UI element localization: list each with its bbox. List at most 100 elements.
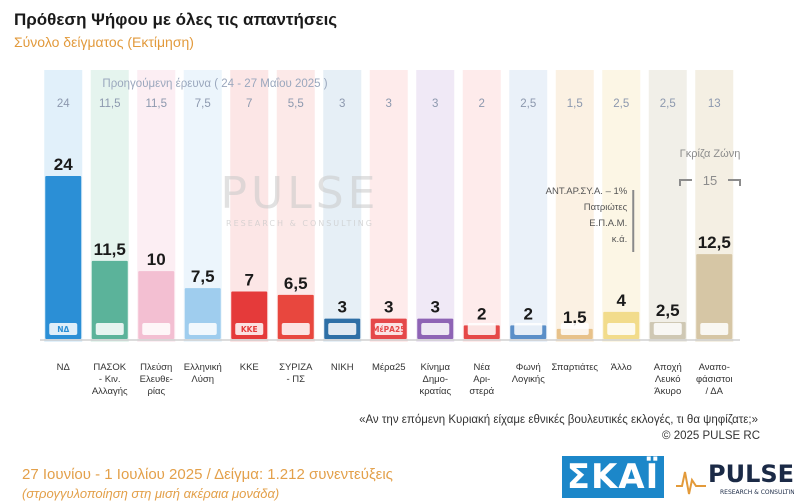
copyright-notice: © 2025 PULSE RC (662, 430, 760, 442)
data-label: 2 (477, 304, 486, 323)
category-label: / ΔΑ (706, 386, 724, 397)
previous-value: 2,5 (660, 98, 676, 110)
column-background (509, 70, 548, 342)
party-logo (467, 323, 496, 335)
category-label: Ελευθε- (140, 374, 173, 385)
category-label: στερά (469, 386, 494, 397)
watermark-text: PULSE (221, 168, 380, 219)
skai-logo: ΣΚΑΪ (562, 456, 664, 498)
category-label: - Κιν. (99, 374, 121, 385)
pulse-logo-subtext: RESEARCH & CONSULTING (720, 489, 794, 496)
party-logo-text: ΜέΡΑ25 (372, 325, 405, 334)
category-label: ρίας (147, 386, 165, 397)
category-label: Αρι- (473, 374, 490, 385)
party-logo (235, 323, 264, 335)
party-logo (374, 323, 403, 335)
category-label: ΠΑΣΟΚ (93, 362, 126, 373)
party-logo (653, 323, 682, 335)
data-label: 7,5 (191, 267, 215, 286)
data-label: 2,5 (656, 301, 680, 320)
party-logo (514, 323, 543, 335)
previous-value: 3 (386, 98, 392, 110)
category-label: Νέα (473, 362, 490, 373)
previous-value: 11,5 (145, 98, 167, 110)
bar (45, 176, 82, 339)
pulse-logo-text: PULSE (708, 460, 794, 488)
party-logo (421, 323, 450, 335)
category-label: Λύση (191, 374, 214, 385)
previous-value: 11,5 (99, 98, 121, 110)
party-logo (49, 323, 78, 335)
category-label: Σπαρτιάτες (551, 362, 598, 373)
previous-value: 7 (246, 98, 252, 110)
category-label: Άκυρο (654, 386, 681, 397)
data-label: 1,5 (563, 308, 587, 327)
grey-zone-bracket-right (728, 179, 741, 186)
column-background (648, 70, 687, 342)
previous-value: 13 (708, 98, 721, 110)
category-label: Ελληνική (184, 362, 222, 373)
column-background (555, 70, 594, 342)
watermark-subtext: RESEARCH & CONSULTING (226, 219, 374, 228)
data-label: 11,5 (94, 240, 126, 259)
survey-dates-sample: 27 Ιουνίου - 1 Ιουλίου 2025 / Δείγμα: 1.… (22, 466, 393, 483)
previous-value: 1,5 (567, 98, 583, 110)
category-label: Αλλαγής (92, 386, 128, 397)
party-logo (328, 323, 357, 335)
grey-zone-value: 15 (703, 173, 717, 188)
category-label: Πλεύση (140, 362, 172, 373)
previous-value: 2,5 (613, 98, 629, 110)
data-label: 2 (524, 304, 533, 323)
category-label: ΝΔ (57, 362, 71, 373)
party-logo (142, 323, 171, 335)
data-label: 7 (245, 270, 254, 289)
data-label: 10 (147, 250, 166, 269)
category-label: Κίνημα (421, 362, 451, 373)
column-background (369, 70, 408, 342)
category-label: Λευκό (655, 374, 681, 385)
category-label: Δημο- (422, 374, 448, 385)
other-note-line: Πατριώτες (584, 202, 628, 213)
category-label: κρατίας (419, 386, 451, 397)
column-background (416, 70, 455, 342)
previous-value: 7,5 (195, 98, 211, 110)
bar (138, 271, 175, 339)
party-logo-text: ΚΚΕ (241, 325, 258, 334)
previous-value: 2 (479, 98, 485, 110)
data-label: 6,5 (284, 274, 308, 293)
pulse-logo-wave (676, 471, 706, 495)
previous-value: 5,5 (288, 98, 304, 110)
category-label: Αποχή (654, 362, 682, 373)
survey-question: «Αν την επόμενη Κυριακή είχαμε εθνικές β… (359, 414, 758, 426)
other-note-line: Ε.Π.Α.Μ. (589, 218, 627, 229)
data-label: 3 (431, 298, 440, 317)
other-note-line: ΑΝΤ.ΑΡ.ΣΥ.Α. – 1% (546, 186, 628, 197)
chart-title: Πρόθεση Ψήφου με όλες τις απαντήσεις (14, 10, 338, 29)
party-logo (607, 323, 636, 335)
category-label: Άλλο (611, 362, 632, 373)
party-logo-text: ΝΔ (57, 325, 69, 334)
category-label: ΝΙΚΗ (331, 362, 354, 373)
category-label: - ΠΣ (286, 374, 305, 385)
party-logo (560, 323, 589, 335)
bar (696, 254, 733, 339)
party-logo (700, 323, 729, 335)
category-label: φάσιστοι (696, 374, 733, 385)
category-label: Μέρα25 (372, 362, 406, 373)
data-label: 3 (384, 298, 393, 317)
data-label: 12,5 (698, 233, 731, 252)
data-label: 24 (54, 155, 73, 174)
data-label: 4 (617, 291, 627, 310)
category-label: Φωνή (516, 362, 541, 373)
party-logo (281, 323, 310, 335)
category-label: Αναπο- (699, 362, 730, 373)
previous-value: 3 (432, 98, 438, 110)
bar (91, 260, 128, 339)
pulse-logo: PULSE RESEARCH & CONSULTING (676, 460, 794, 496)
previous-survey-label: Προηγούμενη έρευνα ( 24 - 27 Μαΐου 2025 … (102, 78, 327, 90)
previous-value: 3 (339, 98, 345, 110)
grey-zone-bracket-left (679, 179, 692, 186)
grey-zone-label: Γκρίζα Ζώνη (680, 148, 741, 160)
other-note-line: κ.ά. (612, 234, 628, 245)
column-background (462, 70, 501, 342)
